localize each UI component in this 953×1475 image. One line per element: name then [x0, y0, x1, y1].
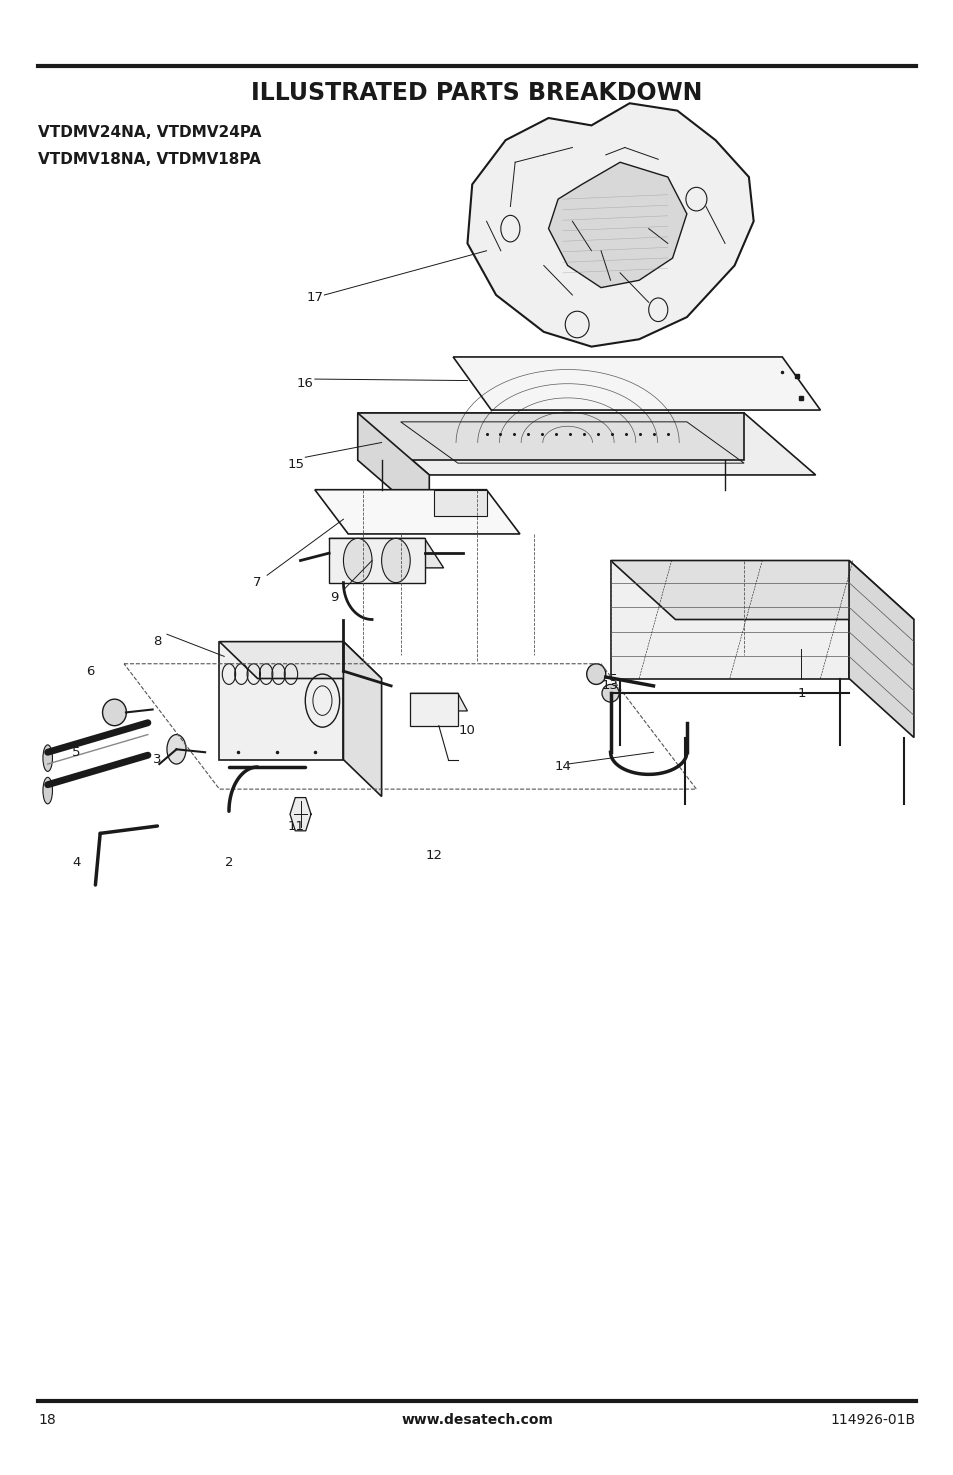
Circle shape [381, 538, 410, 583]
Polygon shape [848, 560, 913, 738]
Ellipse shape [43, 777, 52, 804]
Text: 12: 12 [425, 850, 442, 861]
Text: 15: 15 [287, 459, 304, 471]
Polygon shape [329, 538, 424, 583]
Ellipse shape [103, 699, 126, 726]
Text: 4: 4 [72, 857, 80, 869]
Text: 1: 1 [797, 687, 804, 699]
Text: 11: 11 [287, 820, 304, 832]
Circle shape [167, 735, 186, 764]
Text: 18: 18 [38, 1413, 56, 1426]
Polygon shape [548, 162, 686, 288]
Polygon shape [357, 413, 815, 475]
Text: VTDMV24NA, VTDMV24PA: VTDMV24NA, VTDMV24PA [38, 125, 261, 140]
Polygon shape [357, 413, 429, 522]
Text: 7: 7 [253, 577, 261, 589]
Text: 10: 10 [458, 724, 476, 736]
Text: www.desatech.com: www.desatech.com [400, 1413, 553, 1426]
Circle shape [343, 538, 372, 583]
Polygon shape [610, 560, 848, 678]
Polygon shape [219, 642, 343, 760]
Polygon shape [314, 490, 519, 534]
Polygon shape [357, 413, 743, 460]
Polygon shape [343, 642, 381, 796]
Text: 8: 8 [153, 636, 161, 648]
Text: 17: 17 [306, 292, 323, 304]
Text: 16: 16 [296, 378, 314, 389]
Polygon shape [329, 538, 443, 568]
Polygon shape [610, 560, 913, 620]
Polygon shape [410, 693, 457, 726]
Ellipse shape [586, 664, 605, 684]
Ellipse shape [601, 684, 618, 702]
Text: 14: 14 [554, 761, 571, 773]
Polygon shape [453, 357, 820, 410]
Polygon shape [467, 103, 753, 347]
Text: 114926-01B: 114926-01B [830, 1413, 915, 1426]
Text: 5: 5 [72, 746, 80, 758]
Text: 2: 2 [225, 857, 233, 869]
Text: VTDMV18NA, VTDMV18PA: VTDMV18NA, VTDMV18PA [38, 152, 261, 167]
Polygon shape [290, 798, 311, 830]
Text: 6: 6 [87, 665, 94, 677]
Text: 3: 3 [153, 754, 161, 766]
Polygon shape [434, 490, 486, 516]
Polygon shape [219, 642, 381, 678]
Ellipse shape [43, 745, 52, 771]
Polygon shape [410, 693, 467, 711]
Text: 13: 13 [601, 680, 618, 692]
Text: 9: 9 [330, 591, 337, 603]
Text: ILLUSTRATED PARTS BREAKDOWN: ILLUSTRATED PARTS BREAKDOWN [251, 81, 702, 105]
